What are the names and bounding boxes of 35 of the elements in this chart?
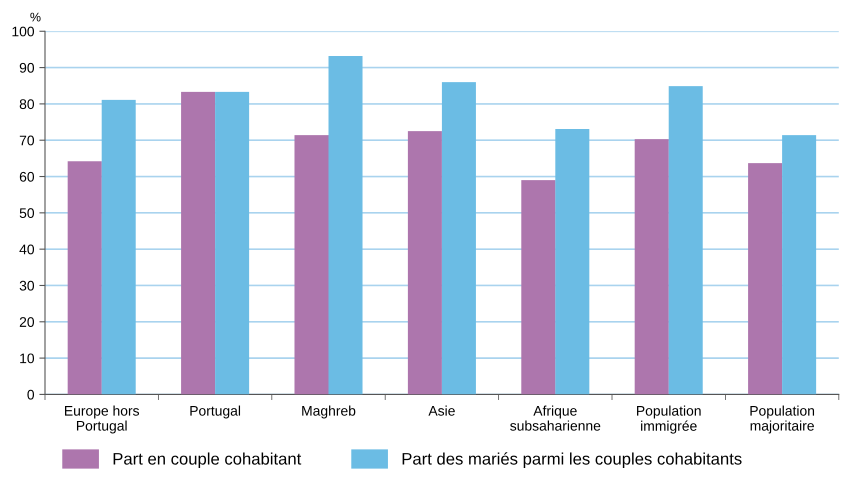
bar — [555, 128, 590, 394]
bar — [294, 135, 328, 394]
x-tick-label: Population majoritaire — [750, 406, 814, 434]
y-tick-label: 50 — [20, 208, 34, 218]
x-tick-label: Population immigrée — [637, 406, 701, 434]
bar — [521, 180, 556, 394]
bar — [68, 161, 102, 394]
bar — [442, 82, 476, 394]
bar — [181, 92, 216, 394]
y-tick-label: 0 — [27, 390, 34, 400]
bar — [634, 139, 669, 394]
y-tick-label: 10 — [20, 353, 34, 364]
bar — [102, 100, 136, 394]
y-tick-label: 100 — [12, 26, 34, 36]
x-tick-label: Asie — [428, 406, 455, 416]
y-axis-title: % — [30, 12, 41, 22]
y-tick-label: 70 — [20, 136, 34, 146]
legend-label: Part des mariés parmi les couples cohabitants — [402, 452, 742, 468]
y-tick-label: 40 — [19, 244, 34, 254]
bar — [328, 56, 363, 394]
bar — [668, 86, 703, 394]
legend-label: Part en couple cohabitant — [114, 452, 302, 468]
x-tick-label: Europe hors Portugal — [65, 406, 140, 434]
y-tick-label: 60 — [20, 172, 34, 182]
bar — [215, 92, 250, 394]
bar — [408, 131, 442, 394]
y-tick-label: 90 — [20, 62, 34, 73]
y-tick-label: 80 — [20, 99, 34, 110]
y-tick-label: 20 — [20, 317, 34, 327]
x-tick-label: Afrique subsaharienne — [510, 406, 600, 431]
bar — [748, 163, 782, 394]
y-tick-label: 30 — [20, 280, 34, 291]
x-tick-label: Maghreb — [302, 406, 356, 418]
x-tick-label: Portugal — [190, 406, 240, 418]
bar — [782, 135, 816, 394]
